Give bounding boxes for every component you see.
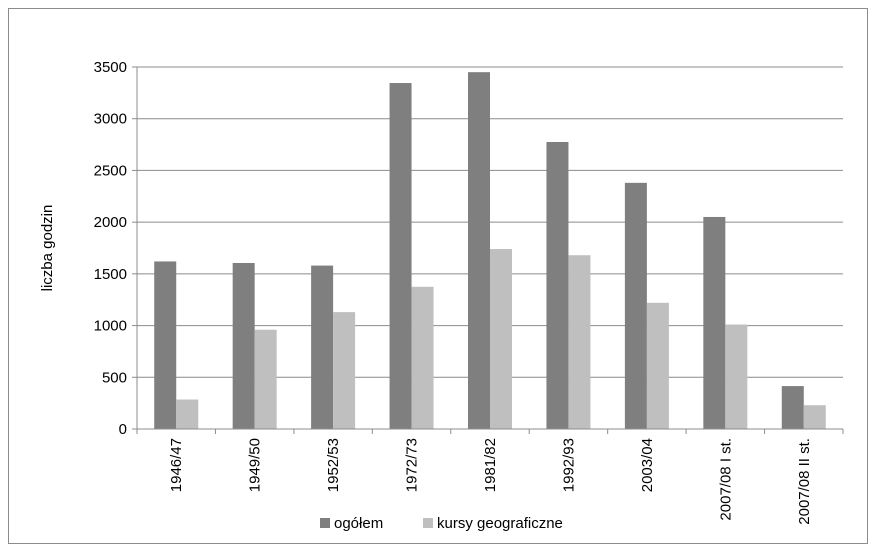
bars [154, 72, 826, 430]
bar-kursy-geograficzne [176, 399, 199, 429]
axes [132, 66, 844, 434]
x-tick-labels: 1946/47 1949/50 1952/53 1972/73 1981/82 1992/… [168, 438, 813, 525]
bar-ogolem [154, 261, 177, 429]
y-tick-label: 0 [119, 421, 127, 438]
x-tick-label: 2003/04 [639, 438, 656, 492]
legend-label: kursy geograficzne [437, 515, 563, 532]
y-tick-label: 2000 [94, 214, 127, 231]
legend-swatch [320, 518, 330, 528]
y-tick-labels: 0 500 1000 1500 2000 2500 3000 3500 [94, 59, 127, 438]
legend-label: ogółem [334, 515, 383, 532]
bar-ogolem [703, 216, 726, 429]
x-tick-label: 1949/50 [247, 438, 264, 492]
y-tick-label: 2500 [94, 162, 127, 179]
bar-kursy-geograficzne [490, 249, 512, 429]
bar-kursy-geograficzne [254, 329, 277, 429]
bar-kursy-geograficzne [803, 405, 826, 429]
bar-kursy-geograficzne [725, 324, 748, 429]
bar-ogolem [232, 262, 255, 429]
y-tick-label: 500 [102, 369, 127, 386]
bar-ogolem [468, 72, 490, 430]
bar-ogolem [311, 265, 334, 429]
y-axis-title: liczba godzin [39, 205, 56, 292]
legend-swatch [423, 518, 433, 528]
x-tick-label: 1946/47 [168, 438, 185, 492]
y-tick-label: 1000 [94, 318, 127, 335]
bar-ogolem [546, 141, 569, 429]
bar-kursy-geograficzne [333, 312, 356, 429]
y-tick-label: 3500 [94, 59, 127, 76]
y-tick-label: 3000 [94, 111, 127, 128]
bar-ogolem [781, 386, 804, 429]
y-tick-label: 1500 [94, 266, 127, 283]
x-tick-label: 1992/93 [560, 438, 577, 492]
legend: ogółem kursy geograficzne [320, 515, 563, 532]
x-tick-label: 2007/08 I st. [717, 438, 734, 521]
bar-kursy-geograficzne [646, 302, 669, 429]
bar-kursy-geograficzne [568, 255, 591, 429]
x-tick-label: 1981/82 [482, 438, 499, 492]
bar-ogolem [389, 83, 412, 429]
bar-ogolem [624, 182, 647, 429]
x-tick-label: 1952/53 [325, 438, 342, 492]
bar-kursy-geograficzne [411, 286, 434, 429]
x-tick-label: 2007/08 II st. [796, 438, 813, 525]
x-tick-label: 1972/73 [404, 438, 421, 492]
